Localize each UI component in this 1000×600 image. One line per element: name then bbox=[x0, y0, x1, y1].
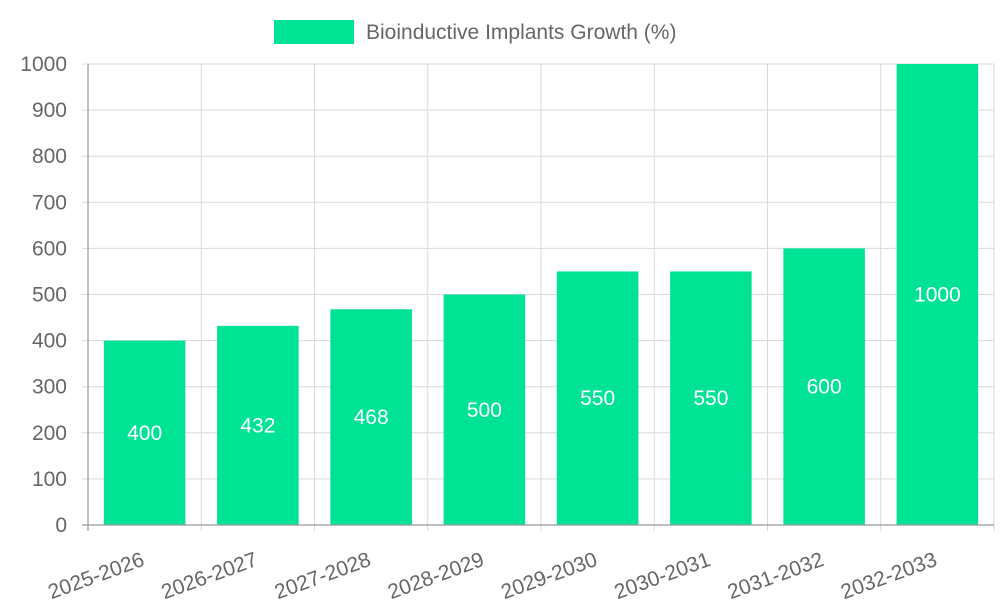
bar-value-label: 1000 bbox=[914, 284, 961, 307]
y-tick-label: 1000 bbox=[20, 53, 67, 76]
bar-2029-2030[interactable] bbox=[556, 271, 639, 525]
x-axis-ticks: 2025-2026 2026-2027 2027-2028 2028-2029 2029… bbox=[45, 548, 940, 600]
x-tick-label: 2028-2029 bbox=[385, 548, 487, 600]
x-tick-label: 2030-2031 bbox=[611, 548, 713, 600]
y-axis-ticks: 0 100 200 300 400 500 600 700 800 900 1000 bbox=[20, 53, 67, 537]
legend-swatch bbox=[274, 20, 354, 44]
x-tick-label: 2027-2028 bbox=[272, 548, 374, 600]
y-tick-label: 200 bbox=[32, 422, 67, 445]
y-tick-label: 700 bbox=[32, 191, 67, 214]
gridlines bbox=[82, 63, 995, 531]
y-tick-label: 400 bbox=[32, 330, 67, 353]
bar-value-label: 550 bbox=[580, 387, 615, 410]
y-tick-label: 600 bbox=[32, 237, 67, 260]
x-tick-label: 2032-2033 bbox=[838, 548, 940, 600]
bar-value-label: 468 bbox=[354, 406, 389, 429]
bar-2026-2027[interactable] bbox=[217, 325, 299, 525]
legend-label: Bioinductive Implants Growth (%) bbox=[366, 21, 676, 44]
bar-2032-2033[interactable] bbox=[896, 64, 979, 525]
y-tick-label: 300 bbox=[32, 376, 67, 399]
x-tick-label: 2031-2032 bbox=[725, 548, 827, 600]
x-tick-label: 2029-2030 bbox=[498, 548, 600, 600]
bar-2030-2031[interactable] bbox=[670, 271, 752, 525]
bar-2028-2029[interactable] bbox=[443, 294, 526, 526]
y-tick-label: 900 bbox=[32, 99, 67, 122]
bar-value-label: 600 bbox=[807, 376, 842, 399]
bars bbox=[103, 64, 979, 526]
bar-value-label: 400 bbox=[127, 422, 162, 445]
y-tick-label: 500 bbox=[32, 284, 67, 307]
data-labels: 400 432 468 500 550 550 600 1000 bbox=[127, 284, 961, 445]
y-tick-label: 100 bbox=[32, 468, 67, 491]
bar-value-label: 432 bbox=[240, 414, 275, 437]
x-tick-label: 2026-2027 bbox=[158, 548, 260, 600]
y-tick-label: 0 bbox=[55, 514, 67, 537]
bar-2025-2026[interactable] bbox=[103, 340, 186, 525]
bar-value-label: 550 bbox=[693, 387, 728, 410]
x-tick-label: 2025-2026 bbox=[45, 548, 147, 600]
legend[interactable]: Bioinductive Implants Growth (%) bbox=[274, 20, 676, 44]
bar-value-label: 500 bbox=[467, 399, 502, 422]
y-tick-label: 800 bbox=[32, 145, 67, 168]
axes bbox=[82, 64, 994, 531]
bar-2027-2028[interactable] bbox=[330, 309, 412, 525]
bar-2031-2032[interactable] bbox=[783, 248, 865, 525]
